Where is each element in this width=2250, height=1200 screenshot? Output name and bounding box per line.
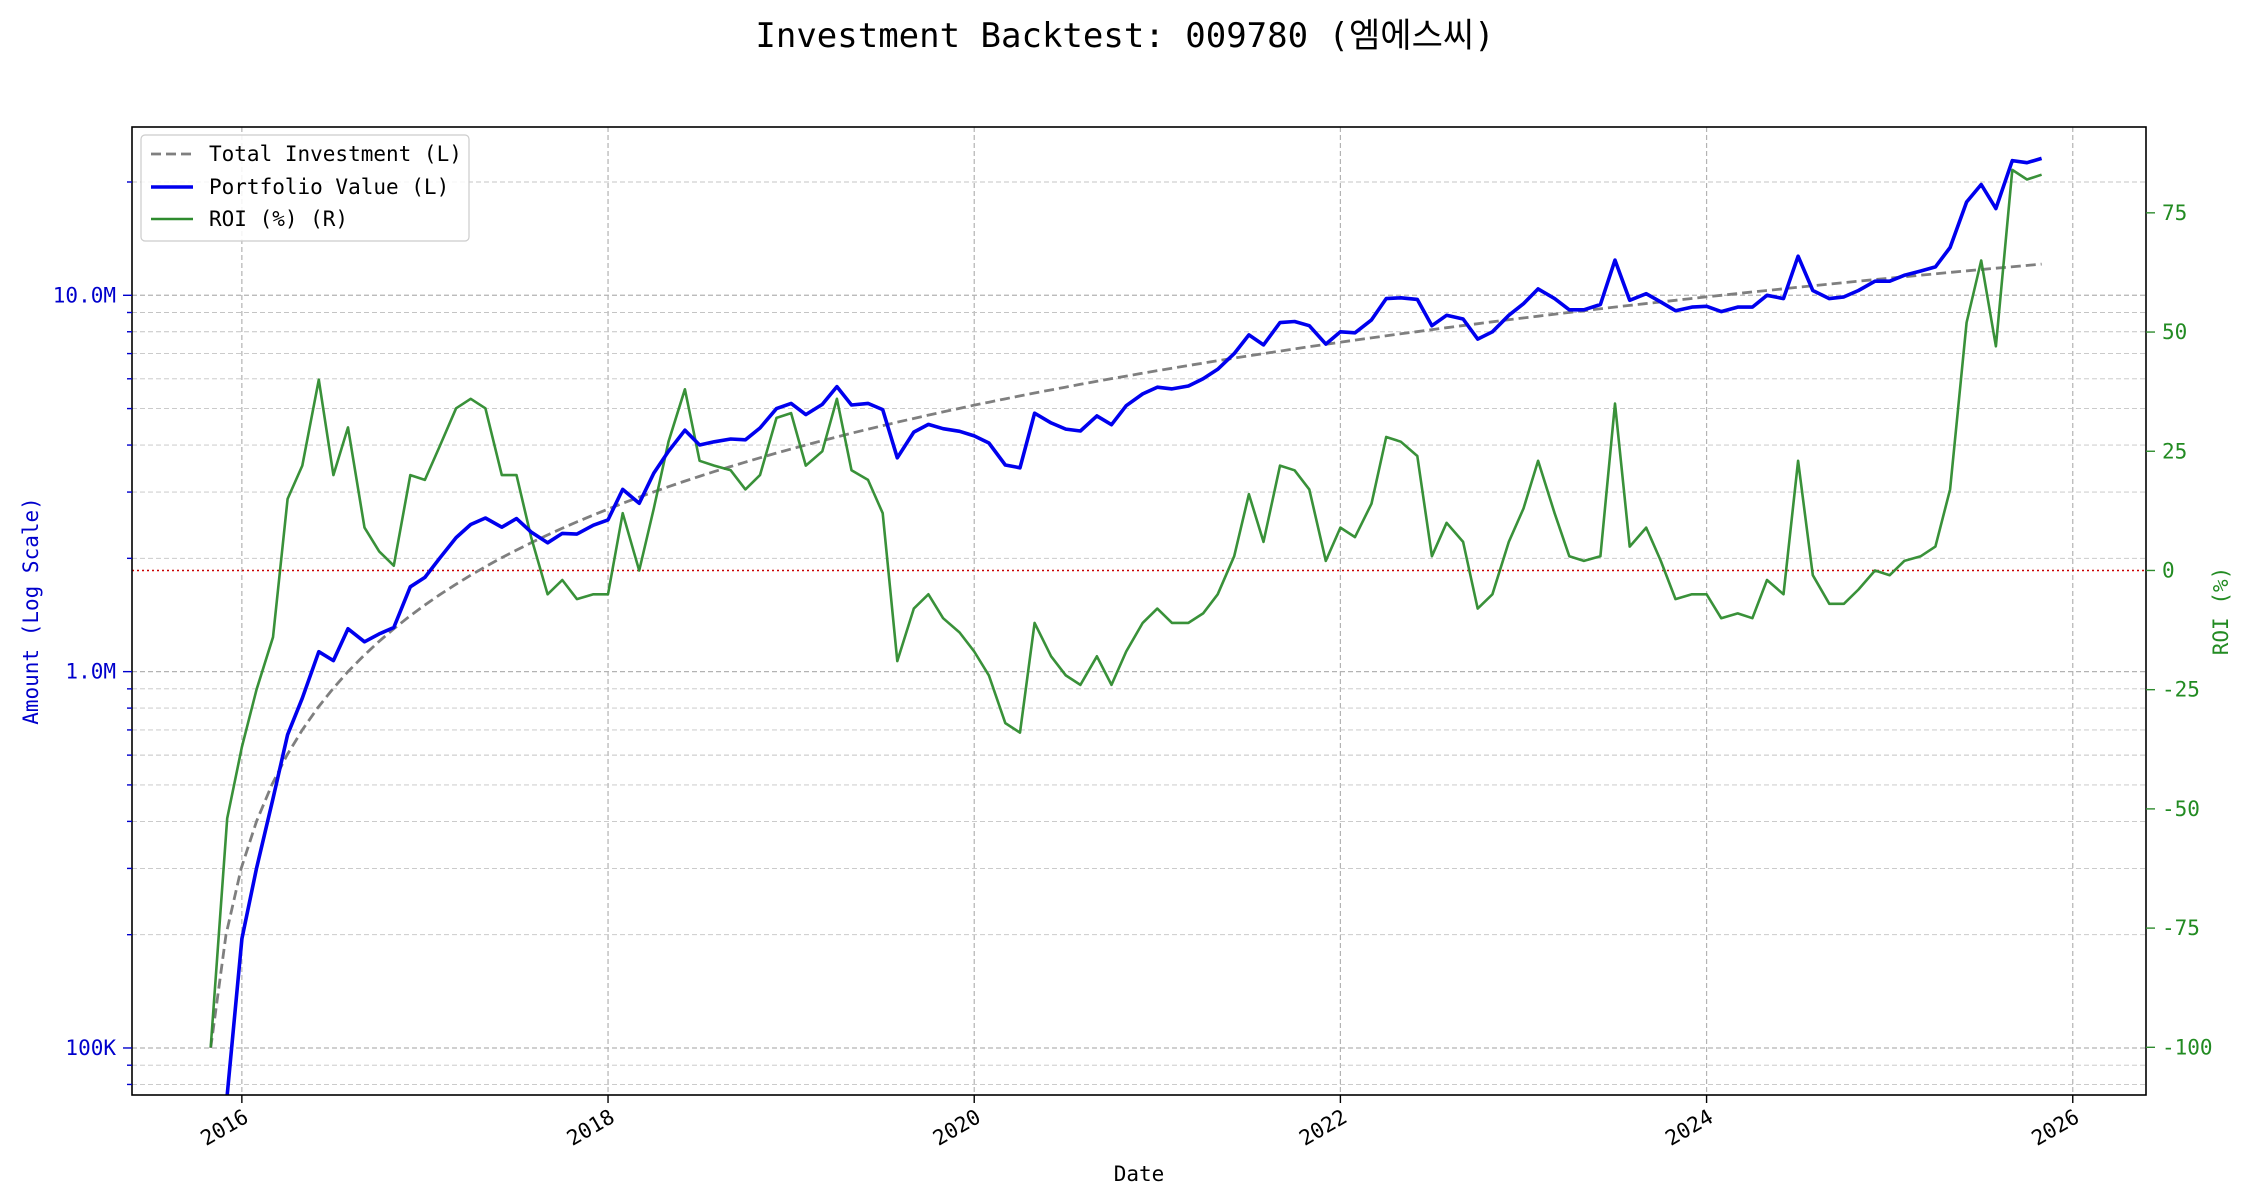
legend-box: [140, 134, 470, 242]
y-left-tick-label: 10.0M: [53, 283, 116, 307]
x-axis-label: Date: [1114, 1162, 1165, 1186]
y-right-tick-label: 25: [2162, 439, 2187, 463]
chart-title: Investment Backtest: 009780 (엠에스씨): [755, 16, 1494, 56]
y-axis-right: -100 -75 -50 -25 0 25 50 75: [2146, 201, 2213, 1059]
x-tick-label: 2016: [197, 1105, 253, 1151]
y-axis-right-label: ROI (%): [2209, 567, 2233, 656]
y-axis-left: 100K 1.0M 10.0M: [53, 181, 132, 1086]
y-axis-left-label: Amount (Log Scale): [19, 497, 43, 725]
y-right-tick-label: -75: [2162, 916, 2200, 940]
x-tick-label: 2026: [2027, 1105, 2083, 1151]
plot-frame: [131, 126, 2147, 1096]
y-right-tick-label: -50: [2162, 797, 2200, 821]
x-tick-label: 2020: [929, 1105, 985, 1151]
x-tick-label: 2018: [563, 1105, 619, 1151]
total-investment-line: [209, 262, 2042, 1049]
y-right-tick-label: -100: [2162, 1035, 2213, 1059]
x-tick-label: 2022: [1295, 1105, 1351, 1151]
y-right-tick-label: 75: [2162, 201, 2187, 225]
y-right-tick-label: -25: [2162, 678, 2200, 702]
y-right-tick-label: 0: [2162, 558, 2175, 582]
legend-label-roi: ROI (%) (R): [209, 207, 348, 231]
portfolio-value-line: [225, 156, 2043, 1096]
x-axis: 2016 2018 2020 2022 2024 2026: [197, 1095, 2083, 1151]
legend: Total Investment (L) Portfolio Value (L)…: [140, 134, 470, 242]
roi-line: [209, 168, 2043, 1048]
legend-label-total-investment: Total Investment (L): [209, 142, 462, 166]
y-left-tick-label: 1.0M: [65, 660, 116, 684]
y-left-tick-label: 100K: [65, 1036, 116, 1060]
x-tick-label: 2024: [1661, 1105, 1717, 1151]
legend-label-portfolio-value: Portfolio Value (L): [209, 175, 449, 199]
y-right-tick-label: 50: [2162, 320, 2187, 344]
grid: [132, 127, 2146, 1095]
